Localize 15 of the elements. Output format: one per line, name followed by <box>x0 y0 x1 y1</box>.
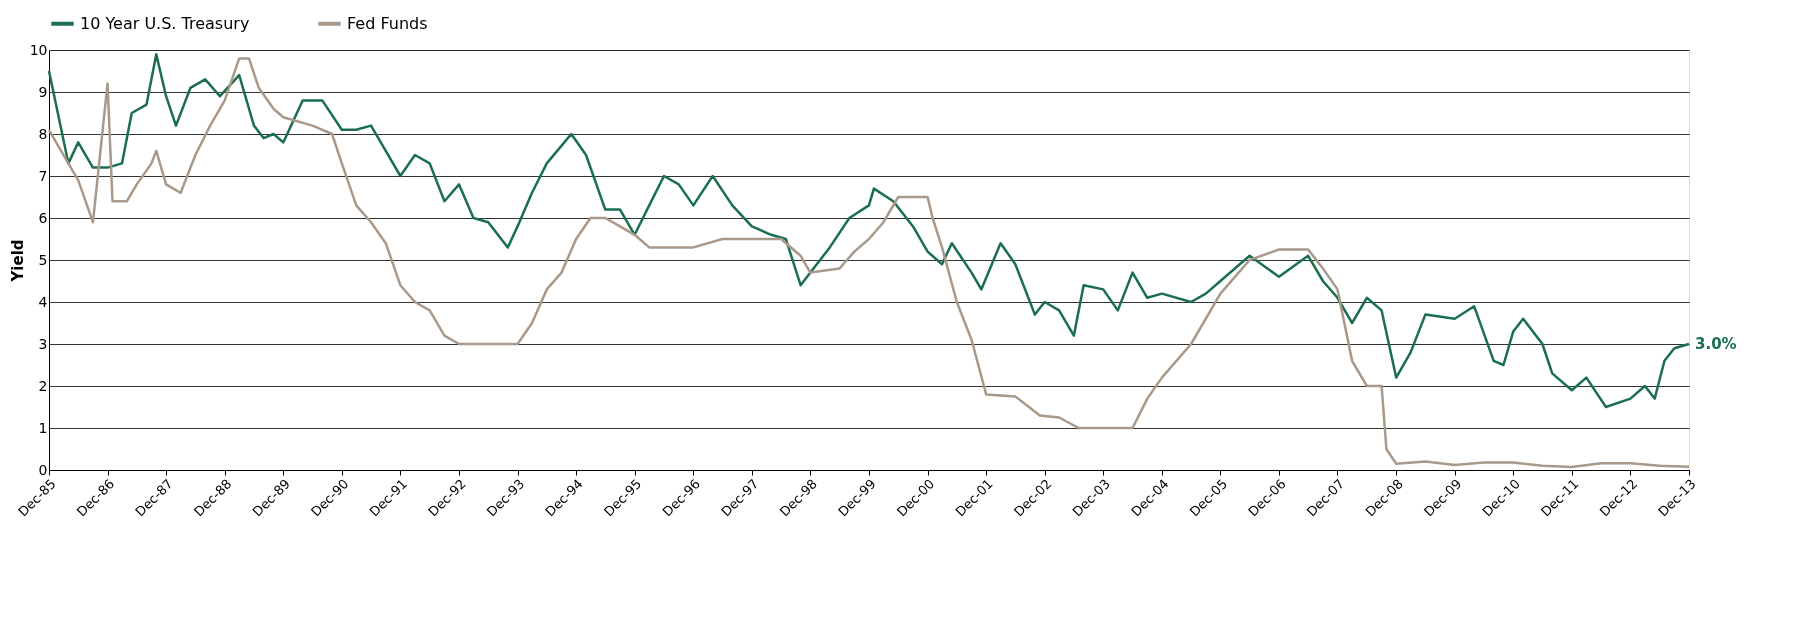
y-tick-label: 3 <box>38 335 48 352</box>
y-tick-label: 10 <box>29 41 48 58</box>
annotation: 3.0% <box>1695 335 1737 353</box>
y-tick-label: 0 <box>38 461 48 478</box>
y-axis-title: Yield <box>8 239 27 283</box>
y-tick-label: 9 <box>38 83 48 100</box>
y-tick-label: 1 <box>38 419 48 436</box>
y-tick-label: 5 <box>38 251 48 268</box>
y-tick-label: 7 <box>38 167 48 184</box>
legend-label: Fed Funds <box>347 13 428 33</box>
y-tick-label: 6 <box>38 209 48 226</box>
y-tick-label: 8 <box>38 125 48 142</box>
legend-label: 10 Year U.S. Treasury <box>80 13 250 33</box>
y-tick-label: 2 <box>38 377 48 394</box>
y-tick-label: 4 <box>38 293 48 310</box>
